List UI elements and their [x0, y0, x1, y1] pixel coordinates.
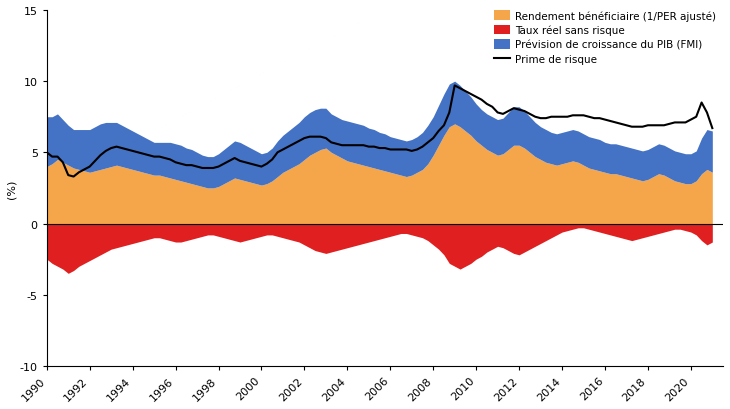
Y-axis label: (%): (%) [7, 179, 17, 198]
Legend: Rendement bénéficiaire (1/PER ajusté), Taux réel sans risque, Prévision de crois: Rendement bénéficiaire (1/PER ajusté), T… [492, 9, 718, 67]
